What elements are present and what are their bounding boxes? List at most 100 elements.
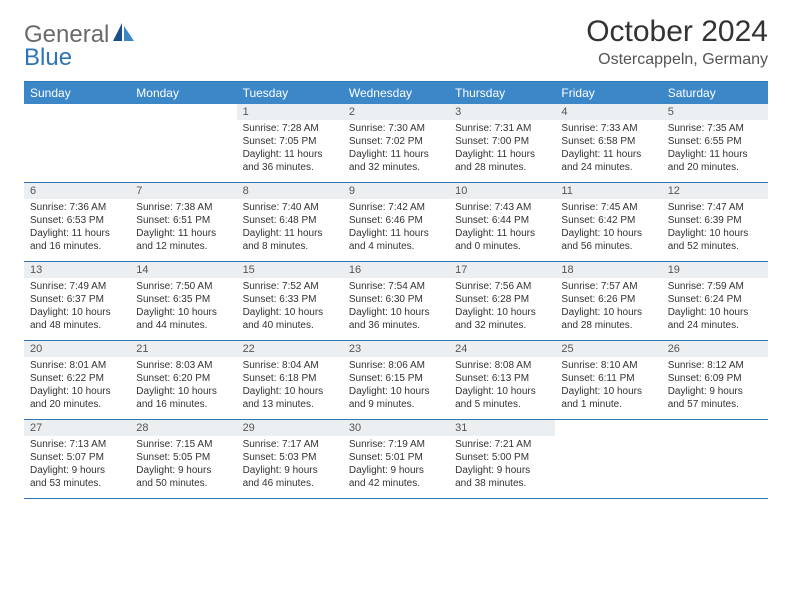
sunrise-text: Sunrise: 7:19 AM — [349, 438, 443, 451]
day-number: 29 — [237, 420, 343, 436]
day-number: 4 — [555, 104, 661, 120]
sunset-text: Sunset: 5:00 PM — [455, 451, 549, 464]
day-number: 10 — [449, 183, 555, 199]
day-body: Sunrise: 7:57 AMSunset: 6:26 PMDaylight:… — [555, 278, 661, 336]
day-body: Sunrise: 7:47 AMSunset: 6:39 PMDaylight:… — [662, 199, 768, 257]
day-body: Sunrise: 7:33 AMSunset: 6:58 PMDaylight:… — [555, 120, 661, 178]
sunrise-text: Sunrise: 7:30 AM — [349, 122, 443, 135]
day-cell: 20 Sunrise: 8:01 AMSunset: 6:22 PMDayligh… — [24, 341, 130, 419]
day-body: Sunrise: 7:56 AMSunset: 6:28 PMDaylight:… — [449, 278, 555, 336]
sunrise-text: Sunrise: 7:42 AM — [349, 201, 443, 214]
daylight-text: Daylight: 10 hours and 52 minutes. — [668, 227, 762, 253]
sunrise-text: Sunrise: 8:10 AM — [561, 359, 655, 372]
day-body: Sunrise: 7:30 AMSunset: 7:02 PMDaylight:… — [343, 120, 449, 178]
daylight-text: Daylight: 11 hours and 16 minutes. — [30, 227, 124, 253]
sunset-text: Sunset: 6:28 PM — [455, 293, 549, 306]
day-cell: 30Sunrise: 7:19 AMSunset: 5:01 PMDayligh… — [343, 420, 449, 498]
daylight-text: Daylight: 9 hours and 38 minutes. — [455, 464, 549, 490]
day-cell: 28Sunrise: 7:15 AMSunset: 5:05 PMDayligh… — [130, 420, 236, 498]
daylight-text: Daylight: 10 hours and 28 minutes. — [561, 306, 655, 332]
day-body: Sunrise: 7:36 AMSunset: 6:53 PMDaylight:… — [24, 199, 130, 257]
sunrise-text: Sunrise: 7:36 AM — [30, 201, 124, 214]
day-body: Sunrise: 8:03 AMSunset: 6:20 PMDaylight:… — [130, 357, 236, 415]
day-body: Sunrise: 7:42 AMSunset: 6:46 PMDaylight:… — [343, 199, 449, 257]
daylight-text: Daylight: 10 hours and 20 minutes. — [30, 385, 124, 411]
day-number: 20 — [24, 341, 130, 357]
day-body: Sunrise: 8:08 AMSunset: 6:13 PMDaylight:… — [449, 357, 555, 415]
day-cell: 5Sunrise: 7:35 AMSunset: 6:55 PMDaylight… — [662, 104, 768, 182]
daylight-text: Daylight: 10 hours and 24 minutes. — [668, 306, 762, 332]
day-header-row: Sunday Monday Tuesday Wednesday Thursday… — [24, 82, 768, 104]
day-number: 28 — [130, 420, 236, 436]
sunrise-text: Sunrise: 7:54 AM — [349, 280, 443, 293]
day-cell: 8Sunrise: 7:40 AMSunset: 6:48 PMDaylight… — [237, 183, 343, 261]
day-cell: 17Sunrise: 7:56 AMSunset: 6:28 PMDayligh… — [449, 262, 555, 340]
day-cell: 3Sunrise: 7:31 AMSunset: 7:00 PMDaylight… — [449, 104, 555, 182]
sunset-text: Sunset: 6:44 PM — [455, 214, 549, 227]
sunrise-text: Sunrise: 7:15 AM — [136, 438, 230, 451]
sunrise-text: Sunrise: 7:50 AM — [136, 280, 230, 293]
sunset-text: Sunset: 6:39 PM — [668, 214, 762, 227]
daylight-text: Daylight: 11 hours and 36 minutes. — [243, 148, 337, 174]
day-cell: 2Sunrise: 7:30 AMSunset: 7:02 PMDaylight… — [343, 104, 449, 182]
day-number: 9 — [343, 183, 449, 199]
sunrise-text: Sunrise: 7:21 AM — [455, 438, 549, 451]
daylight-text: Daylight: 11 hours and 20 minutes. — [668, 148, 762, 174]
header: General October 2024 Ostercappeln, Germa… — [24, 15, 768, 69]
day-cell: 1Sunrise: 7:28 AMSunset: 7:05 PMDaylight… — [237, 104, 343, 182]
day-number: 17 — [449, 262, 555, 278]
day-body: Sunrise: 7:50 AMSunset: 6:35 PMDaylight:… — [130, 278, 236, 336]
daylight-text: Daylight: 10 hours and 32 minutes. — [455, 306, 549, 332]
sunrise-text: Sunrise: 7:45 AM — [561, 201, 655, 214]
calendar-grid: Sunday Monday Tuesday Wednesday Thursday… — [24, 81, 768, 499]
sunset-text: Sunset: 6:48 PM — [243, 214, 337, 227]
daylight-text: Daylight: 10 hours and 36 minutes. — [349, 306, 443, 332]
sunset-text: Sunset: 6:46 PM — [349, 214, 443, 227]
day-number: 3 — [449, 104, 555, 120]
day-cell: 15Sunrise: 7:52 AMSunset: 6:33 PMDayligh… — [237, 262, 343, 340]
daylight-text: Daylight: 9 hours and 53 minutes. — [30, 464, 124, 490]
day-number: 27 — [24, 420, 130, 436]
sunrise-text: Sunrise: 7:56 AM — [455, 280, 549, 293]
sunset-text: Sunset: 5:05 PM — [136, 451, 230, 464]
sunrise-text: Sunrise: 7:38 AM — [136, 201, 230, 214]
day-body: Sunrise: 7:52 AMSunset: 6:33 PMDaylight:… — [237, 278, 343, 336]
sunset-text: Sunset: 6:55 PM — [668, 135, 762, 148]
day-cell: 29Sunrise: 7:17 AMSunset: 5:03 PMDayligh… — [237, 420, 343, 498]
day-number: 31 — [449, 420, 555, 436]
sunset-text: Sunset: 6:53 PM — [30, 214, 124, 227]
day-cell: 31 Sunrise: 7:21 AMSunset: 5:00 PMDayligh… — [449, 420, 555, 498]
day-cell: 6Sunrise: 7:36 AMSunset: 6:53 PMDaylight… — [24, 183, 130, 261]
title-block: October 2024 Ostercappeln, Germany — [586, 15, 768, 69]
day-number: 22 — [237, 341, 343, 357]
daylight-text: Daylight: 9 hours and 46 minutes. — [243, 464, 337, 490]
day-header: Sunday — [24, 82, 130, 104]
day-header: Saturday — [662, 82, 768, 104]
sunrise-text: Sunrise: 8:01 AM — [30, 359, 124, 372]
day-cell: 27Sunrise: 7:13 AMSunset: 5:07 PMDayligh… — [24, 420, 130, 498]
sunrise-text: Sunrise: 8:06 AM — [349, 359, 443, 372]
daylight-text: Daylight: 11 hours and 0 minutes. — [455, 227, 549, 253]
day-cell: 25Sunrise: 8:10 AMSunset: 6:11 PMDayligh… — [555, 341, 661, 419]
sunrise-text: Sunrise: 7:35 AM — [668, 122, 762, 135]
page-title: October 2024 — [586, 15, 768, 49]
day-body: Sunrise: 7:49 AMSunset: 6:37 PMDaylight:… — [24, 278, 130, 336]
day-body: Sunrise: 8:12 AMSunset: 6:09 PMDaylight:… — [662, 357, 768, 415]
sunset-text: Sunset: 6:30 PM — [349, 293, 443, 306]
day-cell: 22Sunrise: 8:04 AMSunset: 6:18 PMDayligh… — [237, 341, 343, 419]
sunset-text: Sunset: 5:01 PM — [349, 451, 443, 464]
day-body: Sunrise: 7:28 AMSunset: 7:05 PMDaylight:… — [237, 120, 343, 178]
day-body: Sunrise: 7:40 AMSunset: 6:48 PMDaylight:… — [237, 199, 343, 257]
day-number: 11 — [555, 183, 661, 199]
day-cell — [662, 420, 768, 498]
day-body: Sunrise: 7:45 AMSunset: 6:42 PMDaylight:… — [555, 199, 661, 257]
sunrise-text: Sunrise: 7:47 AM — [668, 201, 762, 214]
daylight-text: Daylight: 11 hours and 4 minutes. — [349, 227, 443, 253]
day-cell — [555, 420, 661, 498]
sunset-text: Sunset: 6:51 PM — [136, 214, 230, 227]
day-body: Sunrise: 8:06 AMSunset: 6:15 PMDaylight:… — [343, 357, 449, 415]
sunrise-text: Sunrise: 8:04 AM — [243, 359, 337, 372]
day-cell: 23Sunrise: 8:06 AMSunset: 6:15 PMDayligh… — [343, 341, 449, 419]
daylight-text: Daylight: 11 hours and 8 minutes. — [243, 227, 337, 253]
sunset-text: Sunset: 6:22 PM — [30, 372, 124, 385]
